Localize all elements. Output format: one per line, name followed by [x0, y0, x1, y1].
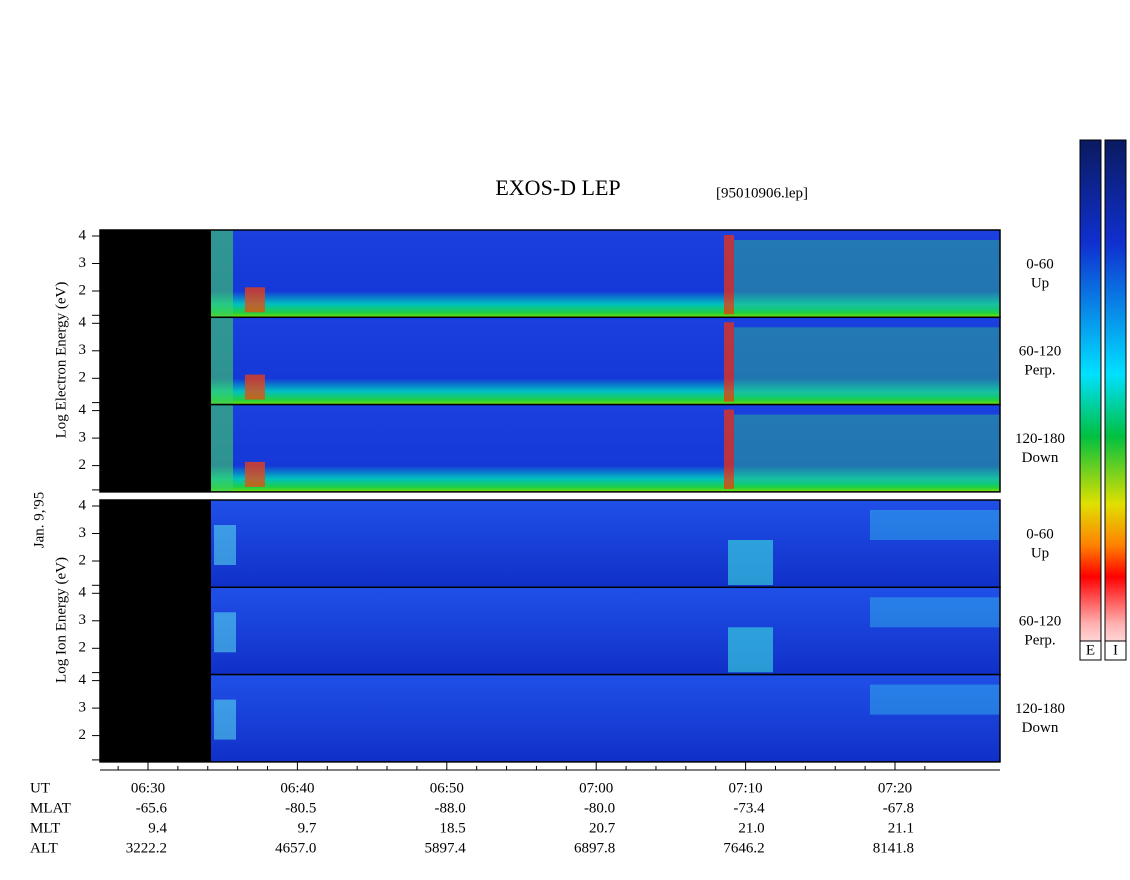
feature — [724, 322, 734, 402]
row-value: 9.7 — [298, 820, 317, 836]
feature — [728, 627, 773, 673]
row-value: -73.4 — [733, 800, 765, 816]
feature — [211, 230, 233, 318]
row-value: 5897.4 — [425, 840, 467, 856]
feature — [214, 699, 236, 740]
direction-label: Up — [1031, 275, 1049, 291]
spectrogram-panel — [211, 587, 1000, 675]
y-tick-label: 3 — [79, 700, 87, 716]
angle-label: 120-180 — [1015, 701, 1065, 717]
row-value: 7646.2 — [723, 840, 764, 856]
angle-label: 120-180 — [1015, 431, 1065, 447]
row-value: 07:00 — [579, 780, 613, 796]
row-value: -88.0 — [435, 800, 466, 816]
feature — [870, 597, 1000, 628]
feature — [870, 510, 1000, 540]
y-tick-label: 4 — [79, 497, 87, 513]
y-tick-label: 4 — [79, 585, 87, 601]
row-value: 18.5 — [440, 820, 466, 836]
direction-label: Perp. — [1024, 633, 1055, 649]
colorbar-label-box — [1079, 640, 1102, 661]
spectrogram-panel — [211, 230, 1000, 318]
spectrogram-panel — [211, 317, 1000, 405]
angle-label: 60-120 — [1019, 344, 1062, 360]
row-value: 20.7 — [589, 820, 616, 836]
row-label: MLT — [30, 820, 60, 836]
row-value: 06:40 — [280, 780, 314, 796]
y-tick-label: 3 — [79, 255, 87, 271]
feature — [214, 525, 236, 565]
row-value: 07:20 — [878, 780, 912, 796]
row-value: -65.6 — [136, 800, 168, 816]
row-label: ALT — [30, 840, 58, 856]
electron-axis-label: Log Electron Energy (eV) — [53, 282, 69, 439]
file-name: [95010906.lep] — [716, 185, 808, 201]
y-tick-label: 2 — [79, 640, 87, 656]
colorbar — [1079, 139, 1102, 661]
direction-label: Down — [1022, 720, 1059, 736]
feature — [734, 240, 1000, 308]
colorbar — [1104, 139, 1127, 661]
y-tick-label: 3 — [79, 342, 87, 358]
data-gap — [100, 230, 211, 492]
row-value: -80.5 — [285, 800, 316, 816]
direction-label: Down — [1022, 450, 1059, 466]
y-tick-label: 2 — [79, 552, 87, 568]
date: Jan. 9,'95 — [31, 492, 47, 548]
y-tick-label: 4 — [79, 315, 87, 331]
row-value: 06:30 — [131, 780, 165, 796]
row-value: -80.0 — [584, 800, 615, 816]
spectrogram-panel — [211, 500, 1000, 588]
row-label: UT — [30, 780, 50, 796]
spectrogram-panel — [211, 404, 1000, 492]
row-value: 8141.8 — [873, 840, 914, 856]
row-value: 3222.2 — [126, 840, 167, 856]
y-tick-label: 2 — [79, 727, 87, 743]
y-tick-label: 4 — [79, 227, 87, 243]
title: EXOS-D LEP — [495, 175, 620, 200]
row-value: 21.0 — [738, 820, 764, 836]
y-tick-label: 2 — [79, 457, 87, 473]
colorbar-label: I — [1113, 642, 1118, 658]
y-tick-label: 3 — [79, 430, 87, 446]
feature — [214, 612, 236, 653]
row-value: 07:10 — [729, 780, 763, 796]
feature — [724, 409, 734, 489]
row-value: 21.1 — [888, 820, 914, 836]
y-tick-label: 4 — [79, 402, 87, 418]
ion-axis-label: Log Ion Energy (eV) — [53, 557, 69, 683]
y-tick-label: 3 — [79, 525, 87, 541]
spectrogram-panel — [211, 674, 1000, 762]
direction-label: Perp. — [1024, 363, 1055, 379]
row-value: 9.4 — [148, 820, 167, 836]
angle-label: 60-120 — [1019, 614, 1062, 630]
direction-label: Up — [1031, 545, 1049, 561]
colorbar-label-box — [1104, 640, 1127, 661]
y-tick-label: 3 — [79, 612, 87, 628]
row-value: -67.8 — [883, 800, 914, 816]
angle-label: 0-60 — [1026, 256, 1054, 272]
row-value: 6897.8 — [574, 840, 615, 856]
y-tick-label: 4 — [79, 672, 87, 688]
feature — [245, 461, 265, 487]
data-gap — [100, 500, 211, 762]
feature — [724, 235, 734, 315]
y-tick-label: 2 — [79, 370, 87, 386]
feature — [734, 414, 1000, 482]
feature — [728, 540, 773, 585]
feature — [211, 317, 233, 405]
angle-label: 0-60 — [1026, 526, 1054, 542]
row-value: 4657.0 — [275, 840, 316, 856]
feature — [870, 684, 1000, 715]
colorbar-label: E — [1086, 642, 1095, 658]
row-label: MLAT — [30, 800, 71, 816]
row-value: 06:50 — [430, 780, 464, 796]
feature — [245, 374, 265, 400]
feature — [245, 287, 265, 313]
feature — [211, 404, 233, 492]
y-tick-label: 2 — [79, 282, 87, 298]
feature — [734, 327, 1000, 395]
